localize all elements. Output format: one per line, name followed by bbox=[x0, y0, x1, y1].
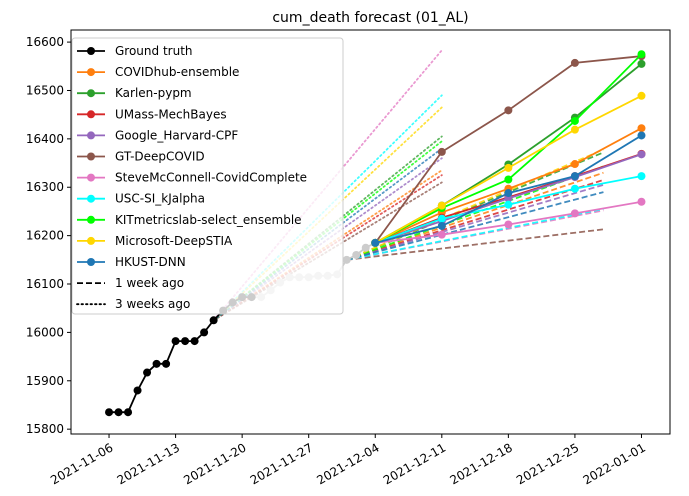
forecast-1wk-line bbox=[346, 208, 604, 261]
ground-truth-point bbox=[352, 250, 361, 259]
ground-truth-point bbox=[200, 328, 209, 337]
forecast-point bbox=[637, 91, 646, 100]
ground-truth-point bbox=[209, 316, 218, 325]
ground-truth-point bbox=[171, 337, 180, 346]
forecast-point bbox=[570, 125, 579, 134]
forecast-point bbox=[504, 163, 513, 172]
forecast-1wk-line bbox=[346, 148, 604, 261]
forecast-point bbox=[437, 214, 446, 223]
legend-label: Microsoft-DeepSTIA bbox=[115, 234, 233, 248]
ground-truth-point bbox=[152, 359, 161, 368]
legend-label: HKUST-DNN bbox=[115, 255, 186, 269]
forecast-point bbox=[637, 197, 646, 206]
legend-marker bbox=[87, 173, 95, 182]
legend-label: SteveMcConnell-CovidComplete bbox=[115, 171, 307, 185]
ground-truth-point bbox=[361, 243, 370, 252]
x-tick-label: 2021-12-25 bbox=[514, 440, 581, 487]
y-tick-label: 16500 bbox=[26, 83, 64, 97]
forecast-point bbox=[570, 172, 579, 181]
x-tick-label: 2022-01-01 bbox=[581, 440, 648, 487]
forecast-point bbox=[504, 106, 513, 115]
axes-frame bbox=[70, 29, 671, 435]
legend-marker bbox=[87, 152, 95, 161]
forecast-point bbox=[637, 172, 646, 181]
ground-truth-point bbox=[181, 337, 190, 346]
x-tick-label: 2021-11-13 bbox=[115, 440, 182, 487]
forecast-3wk-line bbox=[212, 147, 443, 322]
forecast-line bbox=[374, 63, 643, 244]
legend-label: Karlen-pypm bbox=[115, 86, 192, 100]
x-tick-label: 2021-11-20 bbox=[181, 440, 248, 487]
legend-marker bbox=[87, 258, 95, 266]
ground-truth-point bbox=[190, 337, 199, 346]
forecast-point bbox=[504, 200, 513, 209]
y-tick-label: 16100 bbox=[26, 277, 64, 291]
ground-truth-point bbox=[124, 408, 133, 417]
legend-label: UMass-MechBayes bbox=[115, 107, 227, 121]
legend-label: 3 weeks ago bbox=[115, 297, 190, 311]
x-tick-label: 2021-11-27 bbox=[248, 440, 315, 487]
x-tick-label: 2021-12-11 bbox=[381, 440, 448, 487]
legend-marker bbox=[87, 68, 95, 77]
forecast-point bbox=[504, 189, 513, 198]
legend-marker bbox=[87, 194, 95, 203]
forecast-point bbox=[637, 150, 646, 159]
legend-marker bbox=[87, 110, 95, 119]
legend-marker bbox=[87, 47, 95, 55]
legend-label: COVIDhub-ensemble bbox=[115, 65, 239, 79]
legend-marker bbox=[87, 215, 95, 224]
forecast-point bbox=[637, 131, 646, 140]
ground-truth-point bbox=[105, 408, 114, 417]
x-tick-label: 2021-11-06 bbox=[48, 440, 115, 487]
y-tick-label: 16400 bbox=[26, 132, 64, 146]
forecast-point bbox=[570, 209, 579, 218]
x-tick-label: 2021-12-04 bbox=[314, 440, 381, 487]
ground-truth-point bbox=[162, 359, 171, 368]
legend-label: KITmetricslab-select_ensemble bbox=[115, 213, 302, 227]
forecast-point bbox=[637, 124, 646, 133]
y-tick-label: 16000 bbox=[26, 325, 64, 339]
legend-marker bbox=[87, 236, 95, 245]
legend-marker bbox=[87, 89, 95, 98]
legend-label: GT-DeepCOVID bbox=[115, 150, 205, 164]
ground-truth-point bbox=[342, 255, 351, 264]
y-tick-label: 16300 bbox=[26, 180, 64, 194]
ground-truth-point bbox=[143, 368, 152, 377]
ground-truth-point bbox=[114, 408, 123, 417]
forecast-point bbox=[570, 116, 579, 125]
forecast-1wk-line bbox=[346, 191, 604, 261]
legend: Ground truth COVIDhub-ensemble Karlen-pypm… bbox=[71, 37, 344, 315]
y-tick-label: 15900 bbox=[26, 374, 64, 388]
legend-label: Google_Harvard-CPF bbox=[115, 128, 238, 142]
forecast-1wk-line bbox=[346, 183, 604, 261]
forecast-point bbox=[637, 59, 646, 68]
forecast-point bbox=[504, 175, 513, 184]
chart-title: cum_death forecast (01_AL) bbox=[272, 10, 468, 26]
forecast-point bbox=[437, 221, 446, 230]
ground-truth-point bbox=[133, 386, 142, 395]
legend-box bbox=[71, 37, 344, 315]
forecast-1wk-line bbox=[346, 171, 604, 261]
forecast-point bbox=[437, 147, 446, 156]
forecast-point bbox=[437, 201, 446, 210]
x-tick-label: 2021-12-18 bbox=[447, 440, 514, 487]
y-tick-label: 15800 bbox=[26, 422, 64, 436]
forecast-point bbox=[570, 160, 579, 169]
legend-marker bbox=[87, 131, 95, 140]
forecast-point bbox=[570, 58, 579, 67]
legend-label: Ground truth bbox=[115, 44, 193, 58]
forecast-1wk-line bbox=[346, 228, 604, 261]
forecast-point bbox=[570, 184, 579, 193]
forecast-point bbox=[437, 230, 446, 239]
forecast-point bbox=[504, 220, 513, 229]
forecast-point bbox=[637, 50, 646, 59]
y-tick-label: 16200 bbox=[26, 229, 64, 243]
legend-label: USC-SI_kJalpha bbox=[115, 192, 205, 206]
y-tick-label: 16600 bbox=[26, 35, 64, 49]
legend-label: 1 week ago bbox=[115, 276, 184, 290]
forecast-point bbox=[371, 238, 380, 247]
